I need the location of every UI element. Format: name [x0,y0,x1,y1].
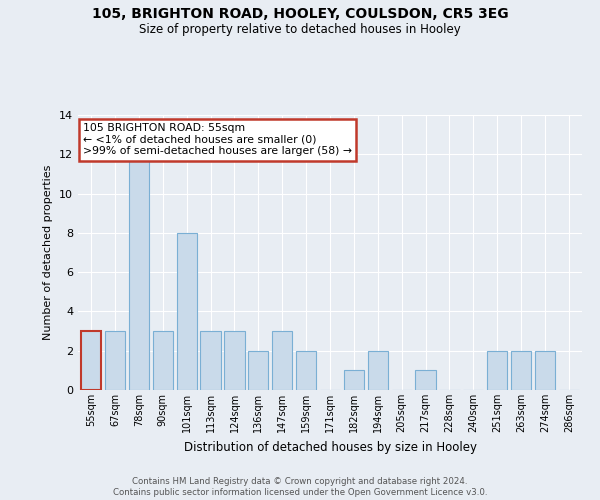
Bar [248,350,268,390]
Bar [368,350,388,390]
Bar [81,331,101,390]
Bar [415,370,436,390]
Text: 105 BRIGHTON ROAD: 55sqm
← <1% of detached houses are smaller (0)
>99% of semi-d: 105 BRIGHTON ROAD: 55sqm ← <1% of detach… [83,123,352,156]
Bar [129,154,149,390]
Bar [224,331,245,390]
Bar [535,350,555,390]
Bar [200,331,221,390]
Bar [272,331,292,390]
Bar [344,370,364,390]
Bar [176,233,197,390]
Bar [296,350,316,390]
Text: 105, BRIGHTON ROAD, HOOLEY, COULSDON, CR5 3EG: 105, BRIGHTON ROAD, HOOLEY, COULSDON, CR… [92,8,508,22]
Text: Size of property relative to detached houses in Hooley: Size of property relative to detached ho… [139,22,461,36]
Bar [487,350,508,390]
Y-axis label: Number of detached properties: Number of detached properties [43,165,53,340]
Bar [511,350,531,390]
Text: Contains HM Land Registry data © Crown copyright and database right 2024.: Contains HM Land Registry data © Crown c… [132,476,468,486]
Bar [152,331,173,390]
Bar [105,331,125,390]
Text: Distribution of detached houses by size in Hooley: Distribution of detached houses by size … [184,441,476,454]
Text: Contains public sector information licensed under the Open Government Licence v3: Contains public sector information licen… [113,488,487,497]
